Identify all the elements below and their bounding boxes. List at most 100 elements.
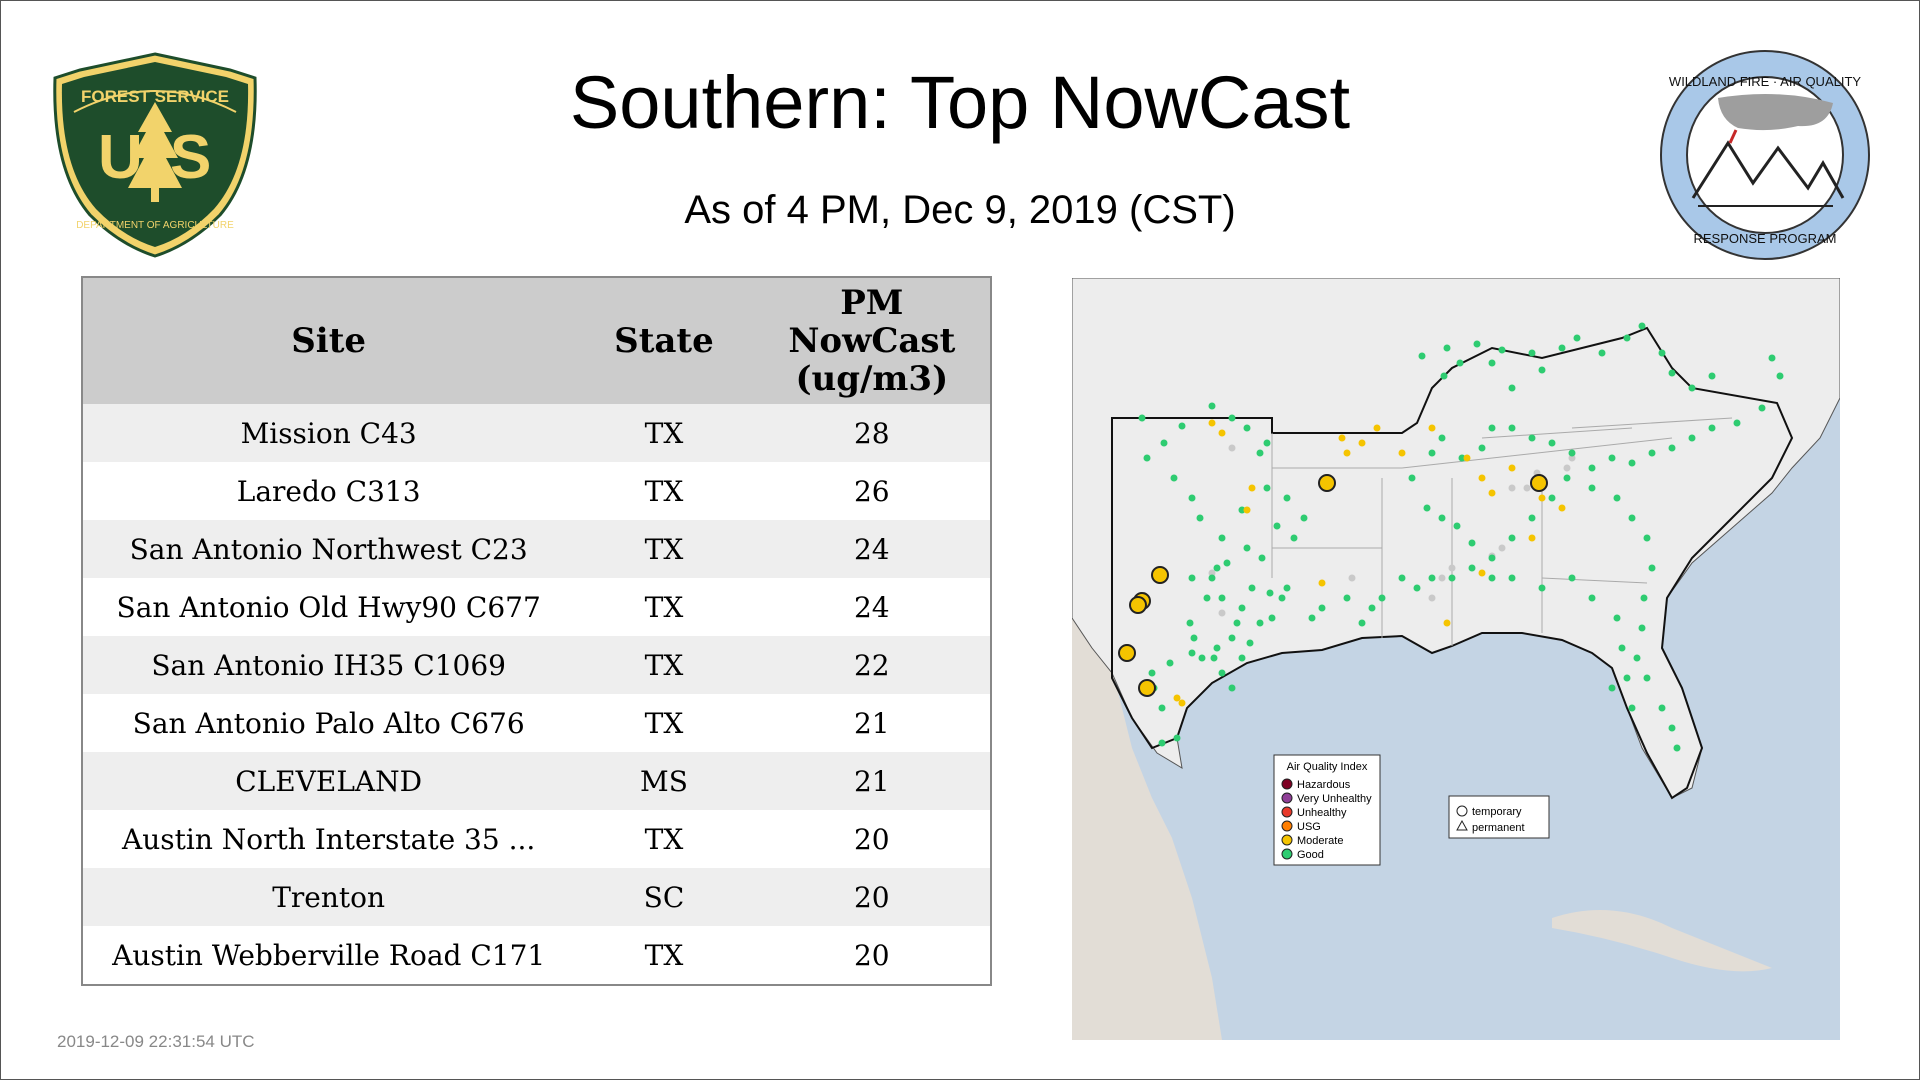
- monitor-marker-moderate-large: [1151, 566, 1169, 584]
- monitor-marker-good: [1548, 494, 1556, 502]
- monitor-marker-good: [1623, 674, 1631, 682]
- monitor-marker-moderate-large: [1129, 596, 1147, 614]
- monitor-marker-good: [1413, 584, 1421, 592]
- monitor-marker-good: [1258, 554, 1266, 562]
- monitor-marker-good: [1688, 384, 1696, 392]
- svg-text:RESPONSE PROGRAM: RESPONSE PROGRAM: [1693, 231, 1836, 246]
- monitor-marker-good: [1528, 434, 1536, 442]
- monitor-marker-good: [1218, 594, 1226, 602]
- monitor-marker-good: [1210, 654, 1218, 662]
- monitor-marker-moderate: [1478, 474, 1486, 482]
- map-region-boundary: [1111, 326, 1794, 800]
- legend-permanent: permanent: [1472, 822, 1525, 834]
- monitor-marker-good: [1208, 574, 1216, 582]
- monitor-marker-good: [1166, 659, 1174, 667]
- table-row: Trenton SC 20: [82, 868, 991, 926]
- monitor-marker-good: [1488, 424, 1496, 432]
- monitor-marker-good: [1438, 434, 1446, 442]
- table-row: San Antonio Old Hwy90 C677 TX 24: [82, 578, 991, 636]
- cell-site: Laredo C313: [82, 462, 575, 520]
- monitor-marker-moderate: [1358, 439, 1366, 447]
- monitor-marker-good: [1508, 424, 1516, 432]
- monitor-marker-good: [1233, 619, 1241, 627]
- monitor-marker-good: [1548, 439, 1556, 447]
- cell-state: SC: [574, 868, 754, 926]
- monitor-marker-good: [1263, 439, 1271, 447]
- monitor-marker-nodata: [1428, 594, 1436, 602]
- monitor-marker-good: [1473, 340, 1481, 348]
- monitor-marker-good: [1613, 494, 1621, 502]
- monitor-marker-moderate: [1463, 454, 1471, 462]
- monitor-marker-good: [1423, 504, 1431, 512]
- table-row: CLEVELAND MS 21: [82, 752, 991, 810]
- monitor-marker-good: [1228, 634, 1236, 642]
- monitor-marker-good: [1568, 449, 1576, 457]
- monitor-marker-good: [1638, 322, 1646, 330]
- monitor-marker-good: [1273, 522, 1281, 530]
- cell-pm: 28: [753, 404, 991, 462]
- map-mexico: [1072, 618, 1222, 1040]
- page-subtitle: As of 4 PM, Dec 9, 2019 (CST): [684, 188, 1236, 232]
- monitor-marker-good: [1588, 484, 1596, 492]
- monitor-marker-nodata: [1563, 464, 1571, 472]
- monitor-marker-moderate: [1338, 434, 1346, 442]
- table-header-row: Site State PM NowCast (ug/m3): [82, 277, 991, 404]
- generated-timestamp: 2019-12-09 22:31:54 UTC: [57, 1032, 255, 1051]
- cell-pm: 20: [753, 810, 991, 868]
- monitor-marker-good: [1268, 614, 1276, 622]
- monitor-marker-good: [1608, 684, 1616, 692]
- monitor-marker-good: [1408, 474, 1416, 482]
- cell-state: MS: [574, 752, 754, 810]
- monitor-marker-good: [1668, 444, 1676, 452]
- cell-pm: 22: [753, 636, 991, 694]
- monitor-marker-good: [1673, 744, 1681, 752]
- monitor-marker-good: [1248, 584, 1256, 592]
- monitor-marker-good: [1708, 424, 1716, 432]
- pm-header-line3: (ug/m3): [795, 359, 949, 399]
- pm-header-line1: PM: [840, 283, 904, 323]
- svg-text:WILDLAND FIRE · AIR QUALITY: WILDLAND FIRE · AIR QUALITY: [1669, 74, 1861, 89]
- cell-pm: 21: [753, 694, 991, 752]
- monitor-marker-good: [1318, 604, 1326, 612]
- monitor-marker-good: [1648, 564, 1656, 572]
- monitor-marker-good: [1266, 589, 1274, 597]
- cell-site: San Antonio IH35 C1069: [82, 636, 575, 694]
- monitor-marker-good: [1228, 684, 1236, 692]
- monitor-marker-nodata: [1218, 609, 1226, 617]
- legend-item-very-unhealthy: Very Unhealthy: [1297, 793, 1372, 805]
- monitor-marker-good: [1256, 619, 1264, 627]
- monitor-marker-moderate: [1248, 484, 1256, 492]
- monitor-marker-good: [1768, 354, 1776, 362]
- monitor-marker-moderate: [1428, 424, 1436, 432]
- cell-state: TX: [574, 926, 754, 985]
- monitor-marker-good: [1158, 739, 1166, 747]
- monitor-marker-good: [1170, 474, 1178, 482]
- monitor-marker-good: [1428, 449, 1436, 457]
- monitor-marker-good: [1776, 372, 1784, 380]
- legend-title: Air Quality Index: [1287, 761, 1368, 773]
- monitor-marker-nodata: [1448, 564, 1456, 572]
- monitor-marker-nodata: [1498, 544, 1506, 552]
- monitor-marker-moderate-large: [1530, 474, 1548, 492]
- monitor-marker-good: [1568, 574, 1576, 582]
- monitor-marker-good: [1538, 584, 1546, 592]
- monitor-marker-moderate: [1488, 489, 1496, 497]
- monitor-marker-good: [1218, 669, 1226, 677]
- monitor-marker-moderate: [1218, 429, 1226, 437]
- monitor-marker-moderate: [1398, 449, 1406, 457]
- monitor-marker-nodata: [1568, 454, 1576, 462]
- pm-header-line2: NowCast: [788, 321, 956, 361]
- monitor-marker-nodata: [1438, 574, 1446, 582]
- monitor-marker-good: [1488, 574, 1496, 582]
- monitor-marker-good: [1238, 654, 1246, 662]
- monitor-marker-moderate: [1373, 424, 1381, 432]
- monitor-marker-good: [1508, 574, 1516, 582]
- legend-item-unhealthy: Unhealthy: [1297, 807, 1347, 819]
- monitor-marker-moderate: [1173, 694, 1181, 702]
- monitor-marker-nodata: [1208, 569, 1216, 577]
- aqi-legend: Air Quality Index Hazardous Very Unhealt…: [1273, 754, 1381, 866]
- monitor-marker-good: [1438, 514, 1446, 522]
- monitor-marker-good: [1488, 554, 1496, 562]
- cell-pm: 24: [753, 578, 991, 636]
- table-row: Laredo C313 TX 26: [82, 462, 991, 520]
